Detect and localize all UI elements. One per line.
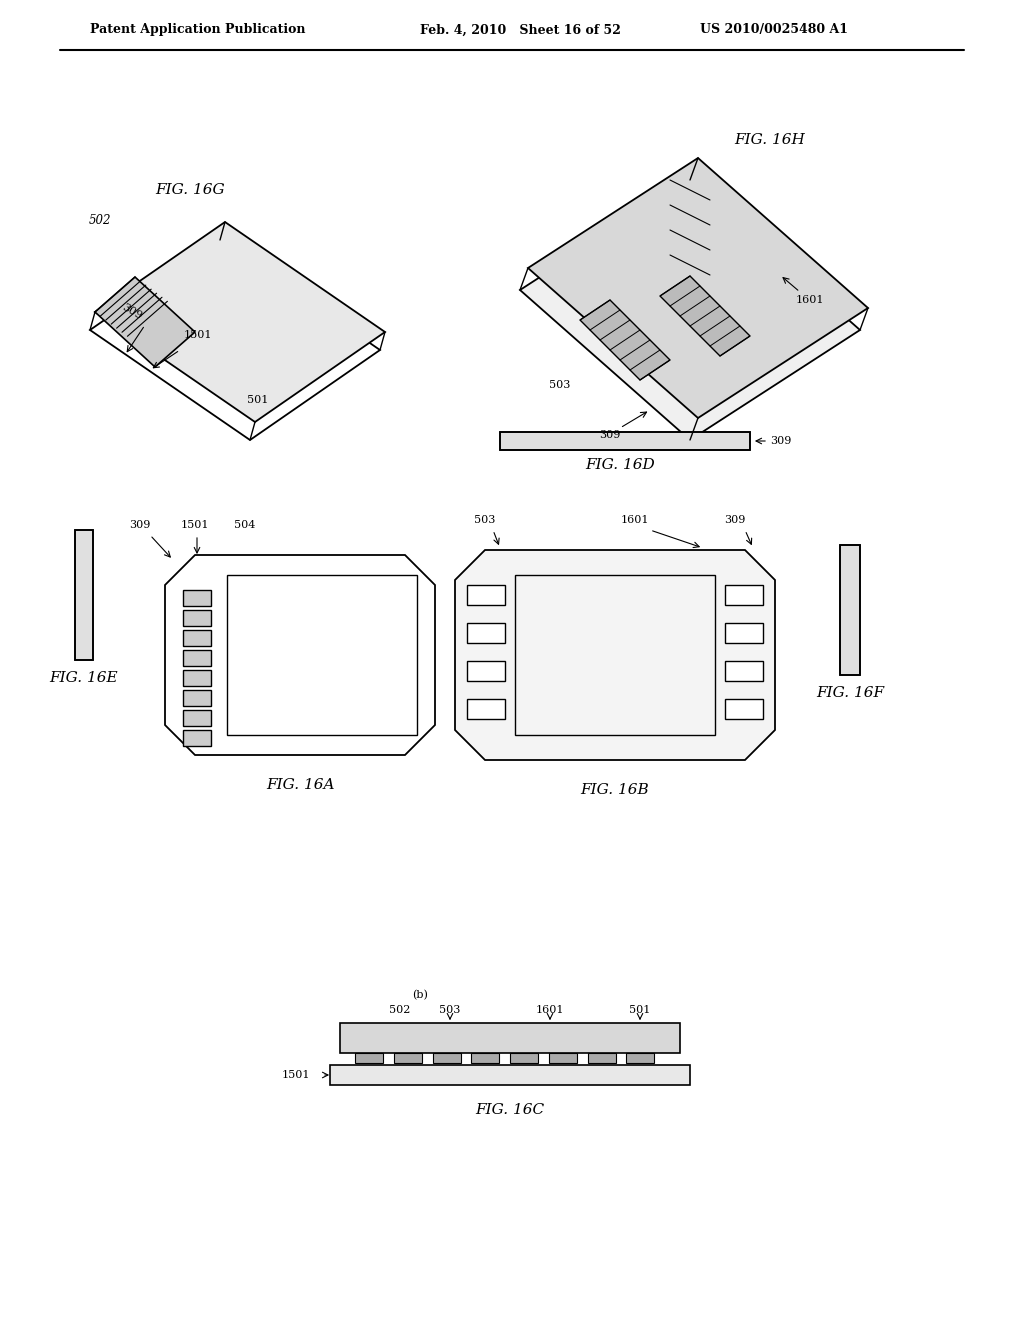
Bar xyxy=(183,690,211,706)
Text: Patent Application Publication: Patent Application Publication xyxy=(90,24,305,37)
Bar xyxy=(725,700,763,719)
Text: 309: 309 xyxy=(770,436,792,446)
Bar xyxy=(183,710,211,726)
Text: 309: 309 xyxy=(599,430,621,440)
Bar xyxy=(725,661,763,681)
Polygon shape xyxy=(455,550,775,760)
Polygon shape xyxy=(90,240,380,440)
Text: 504: 504 xyxy=(234,520,256,531)
Text: FIG. 16A: FIG. 16A xyxy=(266,777,334,792)
Bar xyxy=(500,432,750,450)
Polygon shape xyxy=(520,180,860,440)
Bar xyxy=(840,545,860,675)
Bar xyxy=(467,700,505,719)
Text: FIG. 16B: FIG. 16B xyxy=(581,783,649,797)
Polygon shape xyxy=(528,158,868,418)
Bar xyxy=(467,585,505,605)
Bar xyxy=(627,1053,654,1063)
Text: 501: 501 xyxy=(630,1005,650,1015)
Bar xyxy=(75,531,93,660)
Text: 309: 309 xyxy=(724,515,745,525)
Bar xyxy=(725,623,763,643)
Bar xyxy=(183,610,211,626)
Bar xyxy=(183,649,211,667)
Text: FIG. 16E: FIG. 16E xyxy=(50,671,119,685)
Bar xyxy=(549,1053,577,1063)
Text: 502: 502 xyxy=(389,1005,411,1015)
Polygon shape xyxy=(580,300,670,380)
Text: Feb. 4, 2010   Sheet 16 of 52: Feb. 4, 2010 Sheet 16 of 52 xyxy=(420,24,621,37)
Text: 309: 309 xyxy=(129,520,151,531)
Text: 503: 503 xyxy=(439,1005,461,1015)
Polygon shape xyxy=(660,276,750,356)
Bar xyxy=(183,630,211,645)
Text: FIG. 16G: FIG. 16G xyxy=(156,183,225,197)
Bar xyxy=(183,590,211,606)
Bar xyxy=(183,730,211,746)
Text: FIG. 16F: FIG. 16F xyxy=(816,686,884,700)
Bar xyxy=(500,432,750,450)
Text: (b): (b) xyxy=(412,990,428,1001)
Polygon shape xyxy=(95,277,195,367)
Text: 503: 503 xyxy=(549,380,570,389)
Bar xyxy=(840,545,860,675)
Text: 1501: 1501 xyxy=(181,520,209,531)
Text: 1501: 1501 xyxy=(183,330,212,341)
Text: 503: 503 xyxy=(474,515,496,525)
Bar xyxy=(394,1053,422,1063)
Bar xyxy=(467,661,505,681)
Text: 1601: 1601 xyxy=(621,515,649,525)
Text: 1501: 1501 xyxy=(282,1071,310,1080)
Text: US 2010/0025480 A1: US 2010/0025480 A1 xyxy=(700,24,848,37)
Text: 1601: 1601 xyxy=(796,294,824,305)
Text: FIG. 16C: FIG. 16C xyxy=(475,1104,545,1117)
Text: FIG. 16H: FIG. 16H xyxy=(734,133,805,147)
Text: 1601: 1601 xyxy=(536,1005,564,1015)
Polygon shape xyxy=(95,222,385,422)
Bar xyxy=(75,531,93,660)
Bar xyxy=(340,1023,680,1053)
Text: 502: 502 xyxy=(89,214,112,227)
Bar xyxy=(183,671,211,686)
Bar xyxy=(725,585,763,605)
Text: 501: 501 xyxy=(248,395,268,405)
Bar xyxy=(515,576,715,735)
Bar xyxy=(471,1053,500,1063)
Bar xyxy=(227,576,417,735)
Polygon shape xyxy=(165,554,435,755)
Bar xyxy=(432,1053,461,1063)
Bar xyxy=(588,1053,615,1063)
Bar xyxy=(467,623,505,643)
Bar xyxy=(510,1053,538,1063)
Text: FIG. 16D: FIG. 16D xyxy=(585,458,655,473)
Bar xyxy=(330,1065,690,1085)
Bar xyxy=(355,1053,383,1063)
Text: 309: 309 xyxy=(120,302,143,322)
